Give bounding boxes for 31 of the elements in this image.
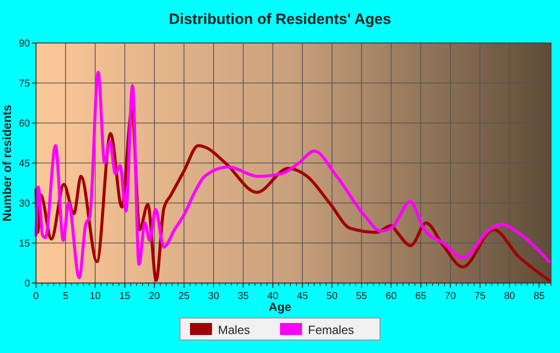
- y-tick-label: 15: [18, 238, 30, 250]
- x-tick-label: 50: [326, 291, 338, 302]
- line-series: [34, 70, 551, 280]
- x-tick-label: 15: [119, 291, 131, 302]
- x-tick-label: 65: [415, 291, 427, 302]
- y-tick-label: 30: [18, 198, 30, 210]
- x-tick-label: 35: [238, 291, 250, 302]
- legend-label: Females: [308, 323, 354, 337]
- x-tick-label: 40: [267, 291, 279, 302]
- x-tick-label: 20: [148, 291, 160, 302]
- x-axis-title: Age: [268, 300, 292, 314]
- x-tick-label: 0: [33, 291, 40, 302]
- x-tick-label: 45: [296, 291, 308, 302]
- y-tick-label: 0: [24, 278, 30, 290]
- y-axis-title: Number of residents: [0, 104, 14, 222]
- y-tick-label: 45: [18, 158, 30, 170]
- x-tick-label: 85: [534, 291, 546, 302]
- x-tick-label: 5: [62, 291, 69, 302]
- y-tick-label: 90: [18, 38, 30, 50]
- x-tick-label: 55: [356, 291, 368, 302]
- x-tick-label: 60: [386, 291, 398, 302]
- y-tick-label: 60: [18, 118, 30, 130]
- x-tick-label: 75: [474, 291, 486, 302]
- x-tick-label: 30: [208, 291, 220, 302]
- x-tick-label: 70: [444, 291, 456, 302]
- x-tick-label: 25: [178, 291, 190, 302]
- chart-title: Distribution of Residents' Ages: [168, 11, 392, 28]
- x-tick-label: 80: [504, 291, 516, 302]
- x-tick-label: 10: [90, 291, 102, 302]
- legend-label: Males: [218, 323, 250, 337]
- y-tick-label: 75: [18, 78, 30, 90]
